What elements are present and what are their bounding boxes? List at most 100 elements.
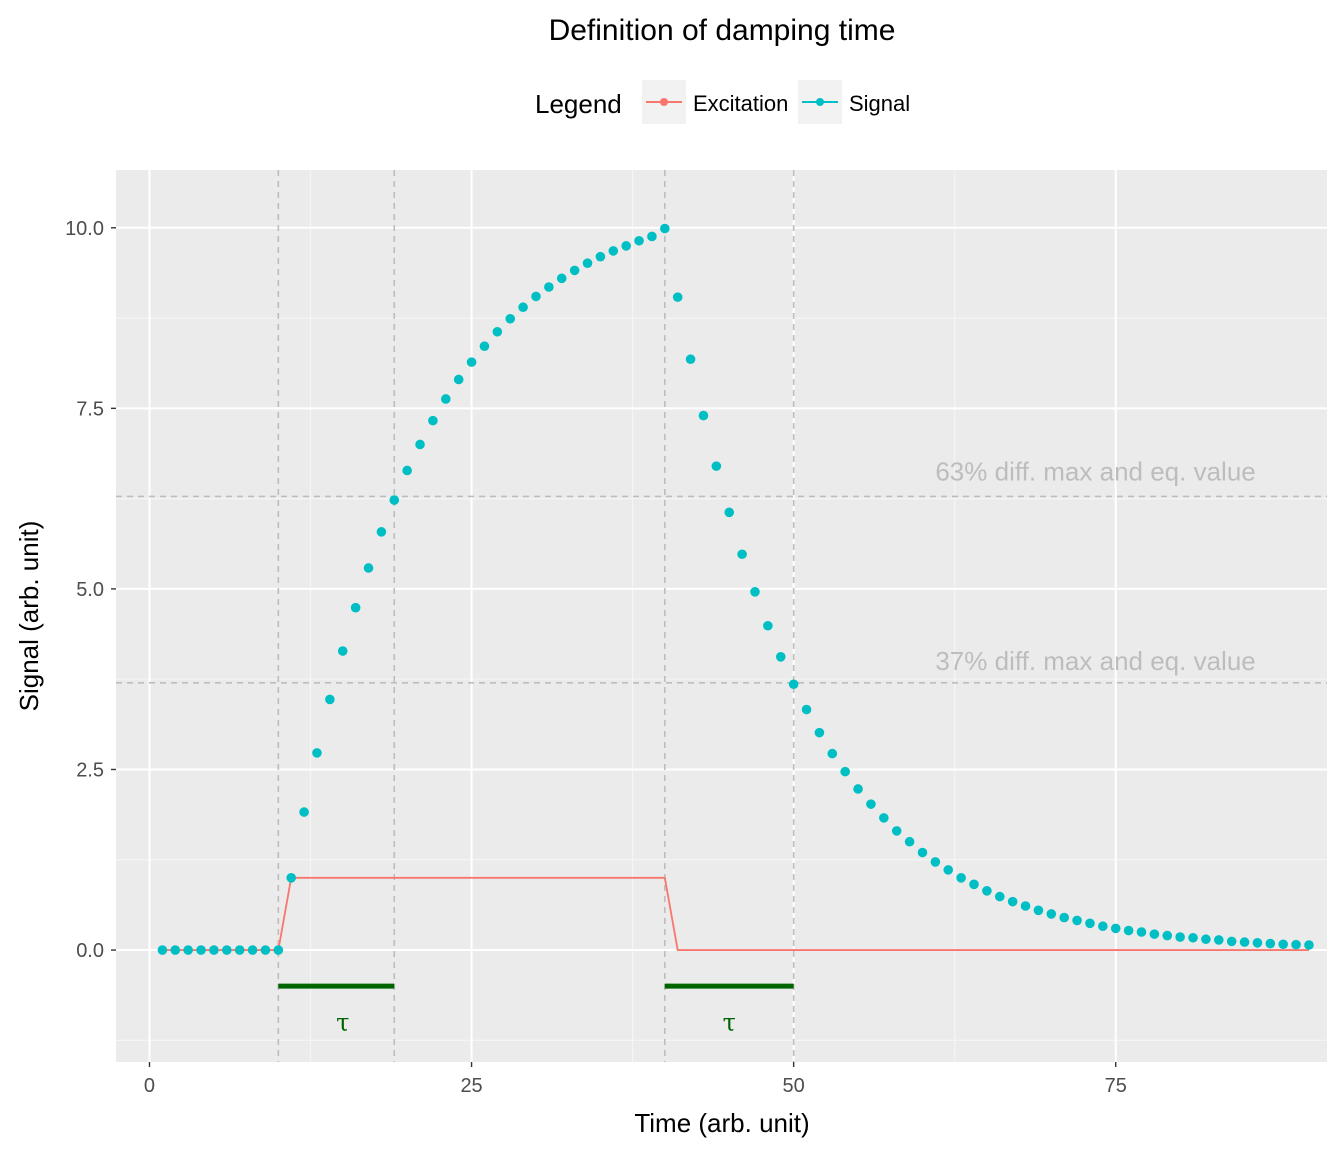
series-excitation: [162, 876, 1309, 951]
signal-point: [1304, 940, 1314, 950]
y-axis: 0.0 2.5 5.0 7.5 10.0: [65, 218, 116, 962]
series-signal: [157, 223, 1314, 955]
y-tick-label: 0.0: [76, 940, 104, 962]
x-axis: 0 25 50 75: [144, 1062, 1127, 1097]
tau-label: τ: [723, 1008, 736, 1036]
signal-point: [183, 945, 193, 955]
signal-point: [943, 865, 954, 875]
signal-point: [247, 945, 258, 955]
legend-label-excitation: Excitation: [693, 91, 788, 116]
signal-point: [1265, 938, 1276, 949]
signal-point: [775, 652, 786, 662]
signal-point: [1072, 915, 1082, 926]
signal-point: [737, 549, 747, 560]
signal-point: [763, 620, 773, 631]
signal-point: [685, 354, 696, 365]
signal-point: [350, 602, 361, 613]
signal-point: [1239, 937, 1250, 947]
signal-point: [466, 357, 477, 367]
signal-point: [608, 246, 619, 256]
signal-point: [621, 241, 631, 251]
signal-point: [441, 394, 451, 404]
signal-point: [170, 945, 181, 955]
x-axis-title: Time (arb. unit): [634, 1108, 809, 1138]
signal-point: [853, 784, 863, 794]
signal-point: [544, 282, 554, 292]
y-tick-label: 10.0: [65, 218, 104, 240]
signal-point: [531, 291, 541, 302]
signal-point: [647, 231, 657, 242]
chart-title: Definition of damping time: [549, 14, 896, 47]
signal-point: [930, 857, 941, 867]
signal-point: [1213, 935, 1224, 945]
legend-title: Legend: [535, 89, 622, 119]
x-tick-label: 75: [1105, 1075, 1127, 1097]
signal-point: [1201, 934, 1211, 945]
x-tick-label: 25: [460, 1075, 482, 1097]
signal-point: [157, 945, 168, 955]
signal-point: [724, 507, 735, 518]
signal-point: [969, 879, 979, 890]
signal-point: [1162, 930, 1173, 941]
legend-key-signal-point: [816, 98, 824, 106]
tau-label: τ: [336, 1008, 349, 1036]
signal-point: [1046, 909, 1057, 919]
signal-point: [505, 313, 516, 324]
signal-point: [879, 813, 889, 823]
annotation-37-percent: 37% diff. max and eq. value: [935, 646, 1255, 676]
signal-point: [376, 527, 387, 537]
signal-point: [337, 646, 348, 656]
signal-point: [299, 807, 309, 817]
signal-point: [286, 873, 297, 883]
signal-point: [234, 945, 245, 955]
signal-point: [904, 836, 915, 847]
signal-point: [402, 465, 412, 476]
signal-point: [453, 374, 464, 385]
plot-panel: [116, 170, 1327, 1062]
signal-point: [698, 410, 709, 421]
excitation-line: [162, 876, 1309, 951]
legend: Legend Excitation Signal: [535, 80, 910, 124]
signal-point: [389, 495, 400, 505]
signal-point: [518, 302, 528, 313]
signal-point: [1149, 929, 1160, 939]
signal-point: [1020, 901, 1031, 911]
signal-point: [1098, 921, 1108, 932]
signal-point: [891, 826, 902, 836]
signal-point: [221, 945, 232, 955]
legend-key-excitation-point: [660, 98, 668, 106]
signal-point: [1110, 923, 1121, 934]
signal-point: [840, 766, 850, 777]
signal-point: [827, 748, 838, 759]
signal-point: [479, 341, 490, 352]
signal-point: [711, 461, 722, 471]
signal-point: [1136, 927, 1147, 937]
signal-point: [814, 727, 825, 738]
signal-point: [260, 945, 271, 955]
signal-point: [660, 223, 670, 234]
signal-point: [1291, 939, 1301, 950]
signal-point: [750, 587, 760, 597]
y-tick-label: 7.5: [76, 398, 104, 420]
signal-point: [1226, 936, 1237, 947]
signal-point: [1059, 912, 1069, 923]
legend-label-signal: Signal: [849, 91, 910, 116]
reference-lines: [116, 170, 1327, 1062]
signal-point: [582, 258, 593, 268]
signal-point: [1252, 938, 1263, 948]
signal-point: [325, 694, 335, 705]
signal-point: [788, 679, 799, 690]
x-tick-label: 50: [783, 1075, 805, 1097]
y-tick-label: 5.0: [76, 579, 104, 601]
y-tick-label: 2.5: [76, 759, 104, 781]
signal-point: [209, 945, 219, 955]
annotation-63-percent: 63% diff. max and eq. value: [935, 457, 1255, 487]
signal-point: [917, 847, 928, 858]
grid-minor: [116, 170, 1327, 1062]
signal-point: [1033, 905, 1044, 916]
signal-point: [1123, 925, 1134, 936]
signal-point: [1278, 939, 1288, 950]
signal-point: [428, 415, 438, 426]
signal-point: [363, 563, 374, 573]
